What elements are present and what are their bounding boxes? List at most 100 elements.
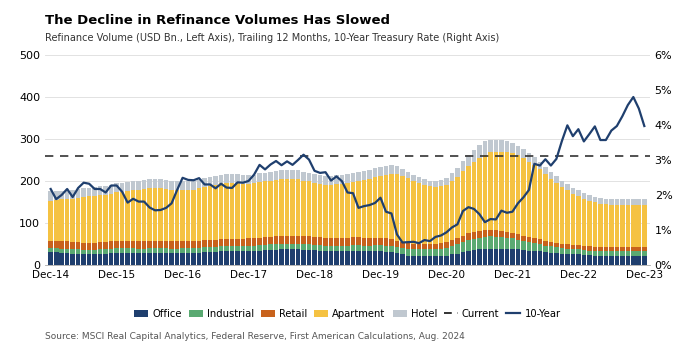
Bar <box>532 244 537 251</box>
Bar <box>334 184 339 238</box>
Bar <box>389 252 394 265</box>
Bar <box>125 248 130 253</box>
Bar <box>120 240 124 248</box>
Bar <box>147 240 152 248</box>
Bar <box>493 248 498 265</box>
Bar <box>631 247 636 251</box>
Bar <box>104 254 108 265</box>
Bar <box>477 231 482 238</box>
Bar <box>427 257 432 265</box>
Bar <box>81 189 86 197</box>
Bar <box>466 155 471 166</box>
Bar <box>92 187 97 196</box>
Bar <box>598 256 603 265</box>
Text: The Decline in Refinance Volumes Has Slowed: The Decline in Refinance Volumes Has Slo… <box>45 14 390 28</box>
Bar <box>532 158 537 165</box>
Bar <box>329 251 334 265</box>
Bar <box>361 238 366 246</box>
Bar <box>582 255 586 265</box>
Bar <box>361 180 366 238</box>
Bar <box>554 176 559 183</box>
Bar <box>576 255 581 265</box>
Bar <box>340 251 344 265</box>
Bar <box>87 188 92 196</box>
Bar <box>543 252 548 265</box>
Bar <box>230 183 234 239</box>
Bar <box>213 240 218 247</box>
Bar <box>81 254 86 265</box>
Bar <box>268 172 273 181</box>
Bar <box>98 195 102 242</box>
Bar <box>263 237 268 245</box>
Bar <box>104 242 108 249</box>
Bar <box>516 146 521 155</box>
Bar <box>230 174 234 183</box>
Bar <box>482 249 487 265</box>
Bar <box>246 175 251 184</box>
Bar <box>345 183 350 238</box>
Bar <box>65 198 70 241</box>
Bar <box>516 249 521 265</box>
Bar <box>164 248 168 253</box>
Bar <box>614 256 619 265</box>
Bar <box>450 255 455 265</box>
Bar <box>411 249 416 256</box>
Bar <box>285 170 289 179</box>
Bar <box>323 238 328 246</box>
Bar <box>439 180 443 186</box>
Bar <box>263 250 268 265</box>
Bar <box>554 243 559 247</box>
Bar <box>291 179 295 236</box>
Bar <box>180 190 185 241</box>
Bar <box>334 246 339 251</box>
Bar <box>559 187 564 244</box>
Bar <box>411 256 416 265</box>
Bar <box>565 244 570 248</box>
Bar <box>274 244 279 250</box>
Bar <box>186 181 190 190</box>
Bar <box>488 236 493 248</box>
Bar <box>114 192 119 240</box>
Bar <box>323 176 328 185</box>
Bar <box>505 232 509 238</box>
Bar <box>279 170 284 179</box>
Bar <box>263 181 268 237</box>
Bar <box>373 245 377 251</box>
Bar <box>87 243 92 250</box>
Bar <box>439 243 443 248</box>
Bar <box>565 184 570 190</box>
Bar <box>174 253 179 265</box>
Bar <box>620 205 625 247</box>
Bar <box>609 247 614 251</box>
Bar <box>406 172 410 179</box>
Bar <box>598 204 603 247</box>
Bar <box>219 251 223 265</box>
Bar <box>416 177 421 183</box>
Bar <box>433 187 438 244</box>
Bar <box>213 185 218 240</box>
Bar <box>548 246 553 253</box>
Bar <box>76 189 81 198</box>
Bar <box>527 251 531 265</box>
Bar <box>291 249 295 265</box>
Bar <box>637 251 641 256</box>
Bar <box>642 251 646 256</box>
Bar <box>301 250 306 265</box>
Bar <box>527 162 531 237</box>
Bar <box>614 251 619 256</box>
Bar <box>54 240 58 248</box>
Bar <box>482 230 487 237</box>
Bar <box>427 244 432 249</box>
Bar <box>631 200 636 205</box>
Bar <box>191 253 196 265</box>
Bar <box>516 155 521 234</box>
Bar <box>461 236 465 242</box>
Bar <box>559 244 564 248</box>
Bar <box>295 171 300 179</box>
Bar <box>213 252 218 265</box>
Bar <box>576 196 581 245</box>
Bar <box>482 154 487 230</box>
Bar <box>147 189 152 240</box>
Bar <box>174 241 179 248</box>
Bar <box>351 237 355 245</box>
